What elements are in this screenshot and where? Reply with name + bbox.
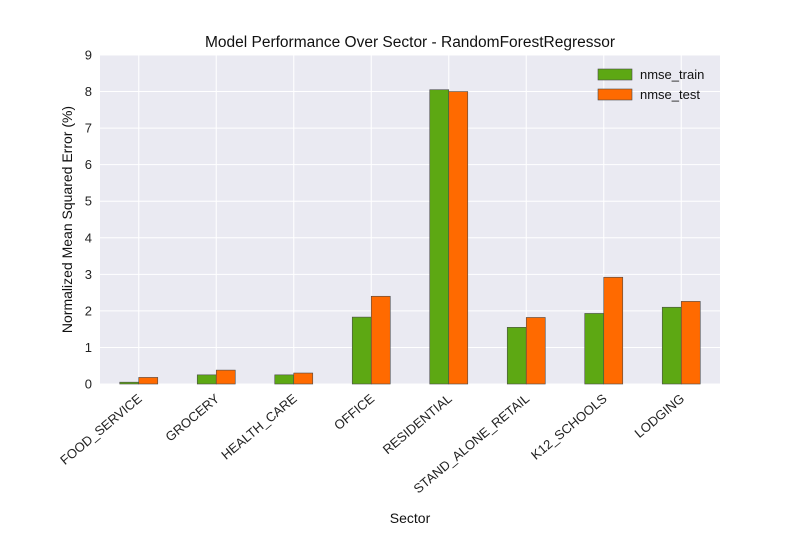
- x-tick-label: LODGING: [632, 391, 688, 441]
- bars: [119, 89, 701, 385]
- bar-nmse_train-lodging: [661, 306, 682, 385]
- x-tick-label: RESIDENTIAL: [380, 391, 455, 457]
- legend-swatch-nmse_test: [597, 88, 633, 101]
- legend-swatch-nmse_train: [597, 68, 633, 81]
- bar-nmse_test-food_service: [138, 377, 159, 385]
- y-axis-ticks: 0 1 2 3 4 5 6 7 8 9: [85, 48, 92, 392]
- x-tick-label: K12_SCHOOLS: [528, 391, 610, 463]
- legend-label-nmse_test: nmse_test: [640, 87, 700, 102]
- y-tick-label: 9: [85, 48, 92, 63]
- bar-nmse_train-stand_alone_retail: [506, 327, 527, 385]
- y-tick-label: 6: [85, 157, 92, 172]
- bar-nmse_train-k12_schools: [584, 313, 605, 385]
- bar-nmse_test-health_care: [293, 372, 314, 385]
- x-axis-label: Sector: [390, 510, 431, 526]
- bar-nmse_test-stand_alone_retail: [525, 317, 546, 385]
- y-tick-label: 5: [85, 194, 92, 209]
- chart-title: Model Performance Over Sector - RandomFo…: [205, 34, 615, 51]
- x-tick-label: HEALTH_CARE: [218, 391, 300, 463]
- x-tick-label: OFFICE: [331, 391, 377, 433]
- y-tick-label: 4: [85, 230, 92, 245]
- x-tick-label: GROCERY: [162, 391, 222, 445]
- bar-nmse_test-lodging: [680, 301, 701, 385]
- y-tick-label: 3: [85, 267, 92, 282]
- bar-nmse_test-office: [370, 295, 391, 385]
- bar-nmse_train-residential: [429, 89, 450, 385]
- legend-label-nmse_train: nmse_train: [640, 67, 704, 82]
- y-tick-label: 2: [85, 303, 92, 318]
- y-axis-label: Normalized Mean Squared Error (%): [59, 106, 75, 333]
- bar-nmse_train-office: [351, 316, 372, 385]
- legend: nmse_train nmse_test: [597, 67, 704, 102]
- y-tick-label: 0: [85, 377, 92, 392]
- bar-nmse_train-grocery: [196, 374, 217, 385]
- bar-nmse_train-health_care: [274, 374, 295, 385]
- x-tick-label: FOOD_SERVICE: [57, 391, 145, 468]
- bar-nmse_test-grocery: [215, 369, 236, 385]
- bar-nmse_train-food_service: [119, 381, 140, 385]
- bar-nmse_test-k12_schools: [603, 276, 624, 385]
- y-tick-label: 8: [85, 84, 92, 99]
- plot-background: [100, 55, 720, 384]
- y-tick-label: 1: [85, 340, 92, 355]
- y-tick-label: 7: [85, 121, 92, 136]
- bar-nmse_test-residential: [448, 91, 469, 385]
